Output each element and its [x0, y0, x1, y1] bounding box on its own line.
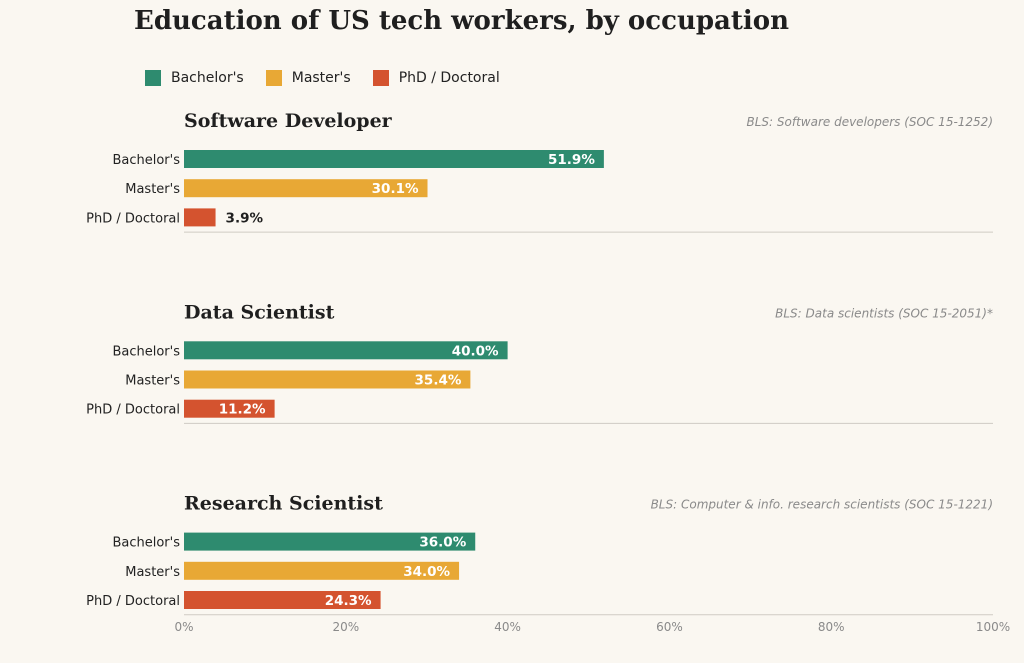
bar: [184, 399, 275, 418]
panel-source-note: BLS: Computer & info. research scientist…: [651, 498, 993, 512]
bar: [184, 341, 508, 360]
legend-item-bachelors: Bachelor's: [145, 70, 244, 86]
data-label: 3.9%: [226, 210, 264, 226]
legend-swatch-phd: [372, 70, 389, 86]
bar: [184, 179, 428, 198]
panel-title: Research Scientist: [184, 493, 383, 515]
data-label: 11.2%: [219, 402, 266, 418]
category-label: Master's: [125, 565, 180, 580]
bar: [184, 561, 460, 580]
legend-label-phd: PhD / Doctoral: [398, 70, 500, 86]
bar: [184, 532, 476, 551]
data-label: 51.9%: [548, 152, 595, 168]
legend: Bachelor's Master's PhD / Doctoral: [145, 70, 500, 86]
bar: [184, 150, 604, 168]
data-label: 40.0%: [452, 343, 499, 359]
legend-item-masters: Master's: [265, 70, 351, 86]
panel-title: Data Scientist: [184, 301, 335, 323]
panel-source-note: BLS: Software developers (SOC 15-1252): [747, 115, 994, 129]
x-tick-label: 0%: [174, 620, 193, 634]
x-tick-label: 60%: [656, 620, 683, 634]
legend-item-phd: PhD / Doctoral: [372, 70, 500, 86]
x-tick-label: 20%: [332, 620, 359, 634]
category-label: PhD / Doctoral: [86, 211, 180, 226]
panel-source-note: BLS: Data scientists (SOC 15-2051)*: [775, 306, 993, 320]
category-label: Master's: [125, 374, 180, 389]
data-label: 34.0%: [403, 564, 450, 580]
category-label: Master's: [125, 182, 180, 197]
bar: [184, 370, 471, 389]
data-label: 36.0%: [419, 535, 466, 551]
category-label: Bachelor's: [112, 536, 180, 551]
category-label: Bachelor's: [112, 344, 180, 359]
legend-label-bachelors: Bachelor's: [171, 70, 244, 86]
panel-title: Software Developer: [184, 110, 393, 132]
legend-swatch-bachelors: [145, 70, 161, 86]
chart-title: Education of US tech workers, by occupat…: [134, 6, 790, 36]
data-label: 30.1%: [372, 181, 419, 197]
x-tick-label: 100%: [976, 620, 1010, 634]
data-label: 35.4%: [415, 373, 462, 389]
x-tick-label: 40%: [494, 620, 521, 634]
bar: [184, 591, 381, 609]
x-tick-label: 80%: [818, 620, 845, 634]
data-label: 24.3%: [325, 593, 372, 609]
legend-label-masters: Master's: [291, 70, 351, 86]
category-label: Bachelor's: [112, 153, 180, 168]
legend-swatch-masters: [265, 70, 282, 86]
category-label: PhD / Doctoral: [86, 594, 180, 609]
bar: [184, 208, 216, 227]
category-label: PhD / Doctoral: [86, 403, 180, 418]
